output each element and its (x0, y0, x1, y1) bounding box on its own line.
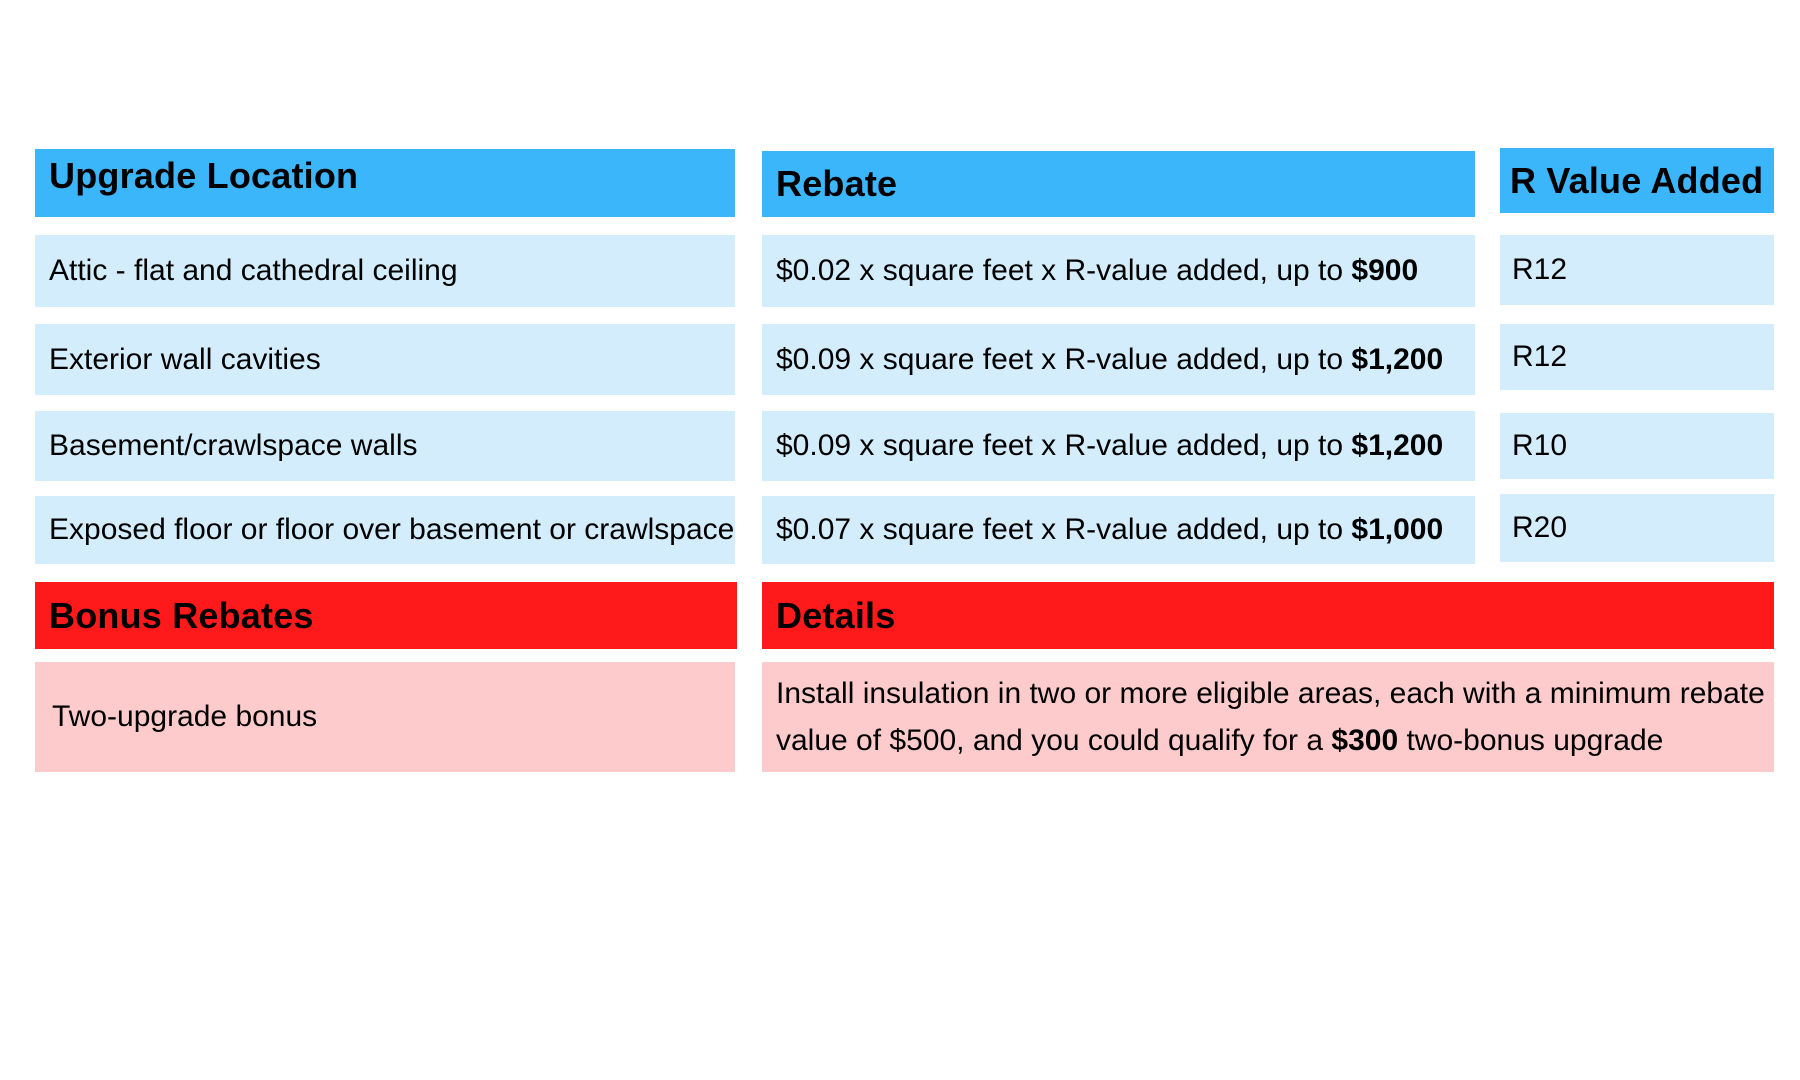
rebate-text: $0.02 x square feet x R-value added, up … (776, 254, 1419, 287)
table-row-3-r-value: R10 (1500, 413, 1774, 479)
header-upgrade-location: Upgrade Location (35, 149, 735, 217)
rebate-max: $1,200 (1351, 429, 1444, 462)
rebate-text: $0.07 x square feet x R-value added, up … (776, 513, 1444, 546)
header-r-value-label: R Value Added (1510, 159, 1764, 201)
rebate-text: $0.09 x square feet x R-value added, up … (776, 342, 1444, 376)
bonus-amount: $300 (1331, 724, 1399, 757)
r-value-text: R10 (1512, 429, 1568, 462)
bonus-name-cell: Two-upgrade bonus (35, 662, 735, 772)
table-row-4-r-value: R20 (1500, 494, 1774, 562)
table-row-1-rebate: $0.02 x square feet x R-value added, up … (762, 235, 1475, 307)
location-text: Exterior wall cavities (49, 342, 321, 376)
r-value-text: R12 (1512, 253, 1568, 286)
rebate-text: $0.09 x square feet x R-value added, up … (776, 429, 1444, 462)
header-details: Details (762, 582, 1774, 649)
location-text: Exposed floor or floor over basement or … (49, 513, 735, 546)
header-rebate: Rebate (762, 151, 1475, 217)
bonus-name: Two-upgrade bonus (52, 700, 318, 733)
rebate-max: $900 (1351, 254, 1419, 287)
table-row-2-location: Exterior wall cavities (35, 324, 735, 395)
header-bonus-rebates: Bonus Rebates (35, 582, 737, 649)
table-row-1-r-value: R12 (1500, 235, 1774, 305)
location-text: Basement/crawlspace walls (49, 429, 418, 462)
r-value-text: R12 (1512, 340, 1568, 373)
table-row-3-rebate: $0.09 x square feet x R-value added, up … (762, 411, 1475, 481)
rebate-max: $1,000 (1351, 513, 1444, 546)
header-upgrade-location-label: Upgrade Location (49, 155, 359, 196)
table-row-3-location: Basement/crawlspace walls (35, 411, 735, 481)
bonus-details-cell: Install insulation in two or more eligib… (762, 662, 1774, 772)
table-row-4-rebate: $0.07 x square feet x R-value added, up … (762, 496, 1475, 564)
header-rebate-label: Rebate (776, 163, 898, 204)
rebate-max: $1,200 (1351, 342, 1444, 376)
location-text: Attic - flat and cathedral ceiling (49, 254, 458, 287)
header-bonus-rebates-label: Bonus Rebates (49, 594, 314, 636)
table-row-1-location: Attic - flat and cathedral ceiling (35, 235, 735, 307)
table-row-4-location: Exposed floor or floor over basement or … (35, 496, 735, 564)
table-row-2-rebate: $0.09 x square feet x R-value added, up … (762, 324, 1475, 395)
r-value-text: R20 (1512, 511, 1568, 544)
header-details-label: Details (776, 594, 896, 636)
table-row-2-r-value: R12 (1500, 324, 1774, 390)
bonus-details-text: Install insulation in two or more eligib… (776, 677, 1765, 757)
header-r-value: R Value Added (1500, 148, 1774, 213)
